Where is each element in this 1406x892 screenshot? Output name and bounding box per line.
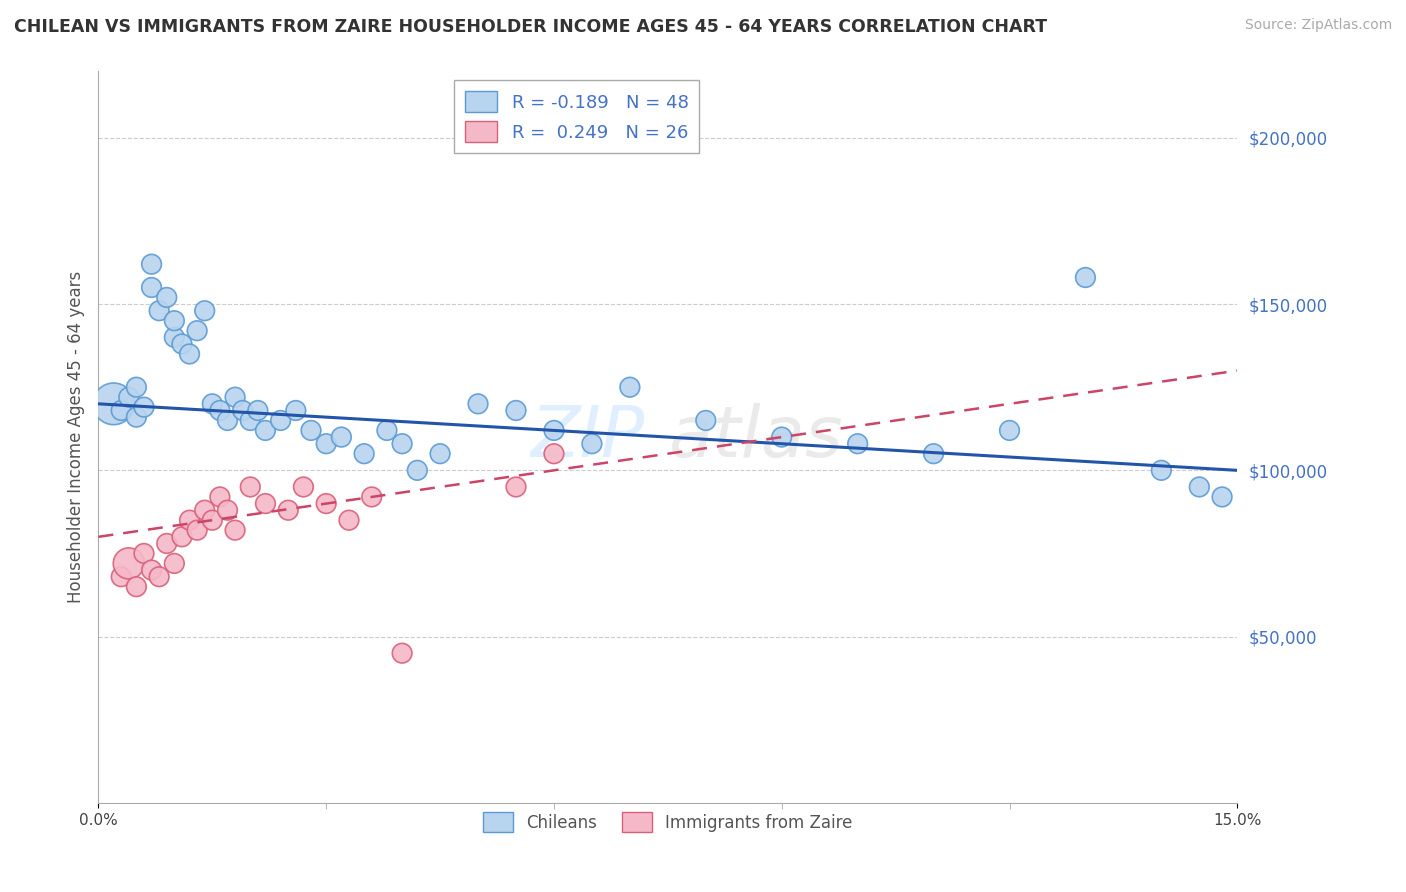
Point: [284, 403, 307, 417]
Point: [505, 403, 527, 417]
Point: [270, 413, 292, 427]
Point: [201, 397, 224, 411]
Point: [239, 413, 262, 427]
Point: [353, 447, 375, 461]
Point: [179, 513, 201, 527]
Text: CHILEAN VS IMMIGRANTS FROM ZAIRE HOUSEHOLDER INCOME AGES 45 - 64 YEARS CORRELATI: CHILEAN VS IMMIGRANTS FROM ZAIRE HOUSEHO…: [14, 18, 1047, 36]
Point: [581, 436, 603, 450]
Legend: Chileans, Immigrants from Zaire: Chileans, Immigrants from Zaire: [477, 805, 859, 838]
Point: [156, 290, 179, 304]
Point: [998, 424, 1021, 438]
Point: [132, 546, 155, 560]
Text: ZIP: ZIP: [530, 402, 645, 472]
Point: [141, 563, 163, 577]
Point: [375, 424, 398, 438]
Point: [208, 490, 231, 504]
Point: [429, 447, 451, 461]
Point: [217, 413, 239, 427]
Point: [406, 463, 429, 477]
Point: [1150, 463, 1173, 477]
Point: [391, 436, 413, 450]
Point: [194, 303, 217, 318]
Point: [156, 536, 179, 550]
Point: [163, 557, 186, 571]
Point: [125, 410, 148, 425]
Point: [110, 403, 132, 417]
Point: [208, 403, 231, 417]
Point: [360, 490, 382, 504]
Point: [194, 503, 217, 517]
Point: [141, 257, 163, 271]
Point: [118, 557, 141, 571]
Text: atlas: atlas: [668, 402, 842, 472]
Point: [543, 424, 565, 438]
Point: [254, 424, 277, 438]
Point: [232, 403, 254, 417]
Point: [141, 280, 163, 294]
Point: [846, 436, 869, 450]
Point: [132, 400, 155, 414]
Point: [118, 390, 141, 404]
Point: [292, 480, 315, 494]
Point: [148, 570, 170, 584]
Point: [148, 303, 170, 318]
Point: [254, 497, 277, 511]
Point: [125, 380, 148, 394]
Point: [246, 403, 269, 417]
Point: [299, 424, 322, 438]
Point: [695, 413, 717, 427]
Point: [179, 347, 201, 361]
Point: [391, 646, 413, 660]
Point: [505, 480, 527, 494]
Point: [201, 513, 224, 527]
Point: [224, 523, 246, 537]
Point: [315, 497, 337, 511]
Point: [163, 330, 186, 344]
Point: [103, 397, 125, 411]
Point: [277, 503, 299, 517]
Point: [125, 580, 148, 594]
Point: [330, 430, 353, 444]
Point: [110, 570, 132, 584]
Text: Source: ZipAtlas.com: Source: ZipAtlas.com: [1244, 18, 1392, 32]
Point: [170, 530, 193, 544]
Point: [1074, 270, 1097, 285]
Point: [239, 480, 262, 494]
Point: [217, 503, 239, 517]
Point: [770, 430, 793, 444]
Point: [922, 447, 945, 461]
Point: [337, 513, 360, 527]
Point: [619, 380, 641, 394]
Point: [1211, 490, 1233, 504]
Point: [170, 337, 193, 351]
Point: [163, 314, 186, 328]
Point: [315, 436, 337, 450]
Y-axis label: Householder Income Ages 45 - 64 years: Householder Income Ages 45 - 64 years: [66, 271, 84, 603]
Point: [467, 397, 489, 411]
Point: [186, 324, 208, 338]
Point: [224, 390, 246, 404]
Point: [186, 523, 208, 537]
Point: [1188, 480, 1211, 494]
Point: [543, 447, 565, 461]
